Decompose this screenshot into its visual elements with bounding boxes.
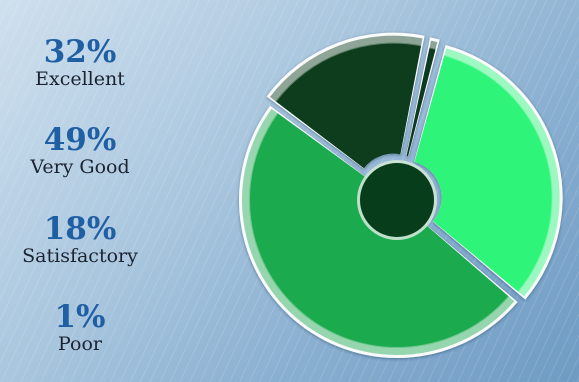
legend-entry-very-good: 49% Very Good: [0, 124, 160, 178]
pie-slice-poor: [406, 37, 440, 157]
legend-label: Poor: [58, 333, 102, 355]
pie-slice-satisfactory: [266, 32, 425, 169]
pie-slice-excellent: [414, 44, 563, 300]
legend-entry-excellent: 32% Excellent: [0, 36, 160, 90]
legend-entry-satisfactory: 18% Satisfactory: [0, 213, 160, 267]
legend-percent: 18%: [43, 211, 117, 247]
legend-entry-poor: 1% Poor: [0, 301, 160, 355]
legend-percent: 49%: [43, 122, 117, 158]
legend-percent: 1%: [54, 299, 106, 335]
legend-percent: 32%: [43, 34, 117, 70]
legend-label: Very Good: [30, 156, 130, 178]
legend-label: Excellent: [35, 68, 125, 90]
legend-label: Satisfactory: [22, 245, 138, 267]
legend: 32% Excellent 49% Very Good 18% Satisfac…: [0, 0, 160, 382]
center-hub: [360, 163, 434, 237]
